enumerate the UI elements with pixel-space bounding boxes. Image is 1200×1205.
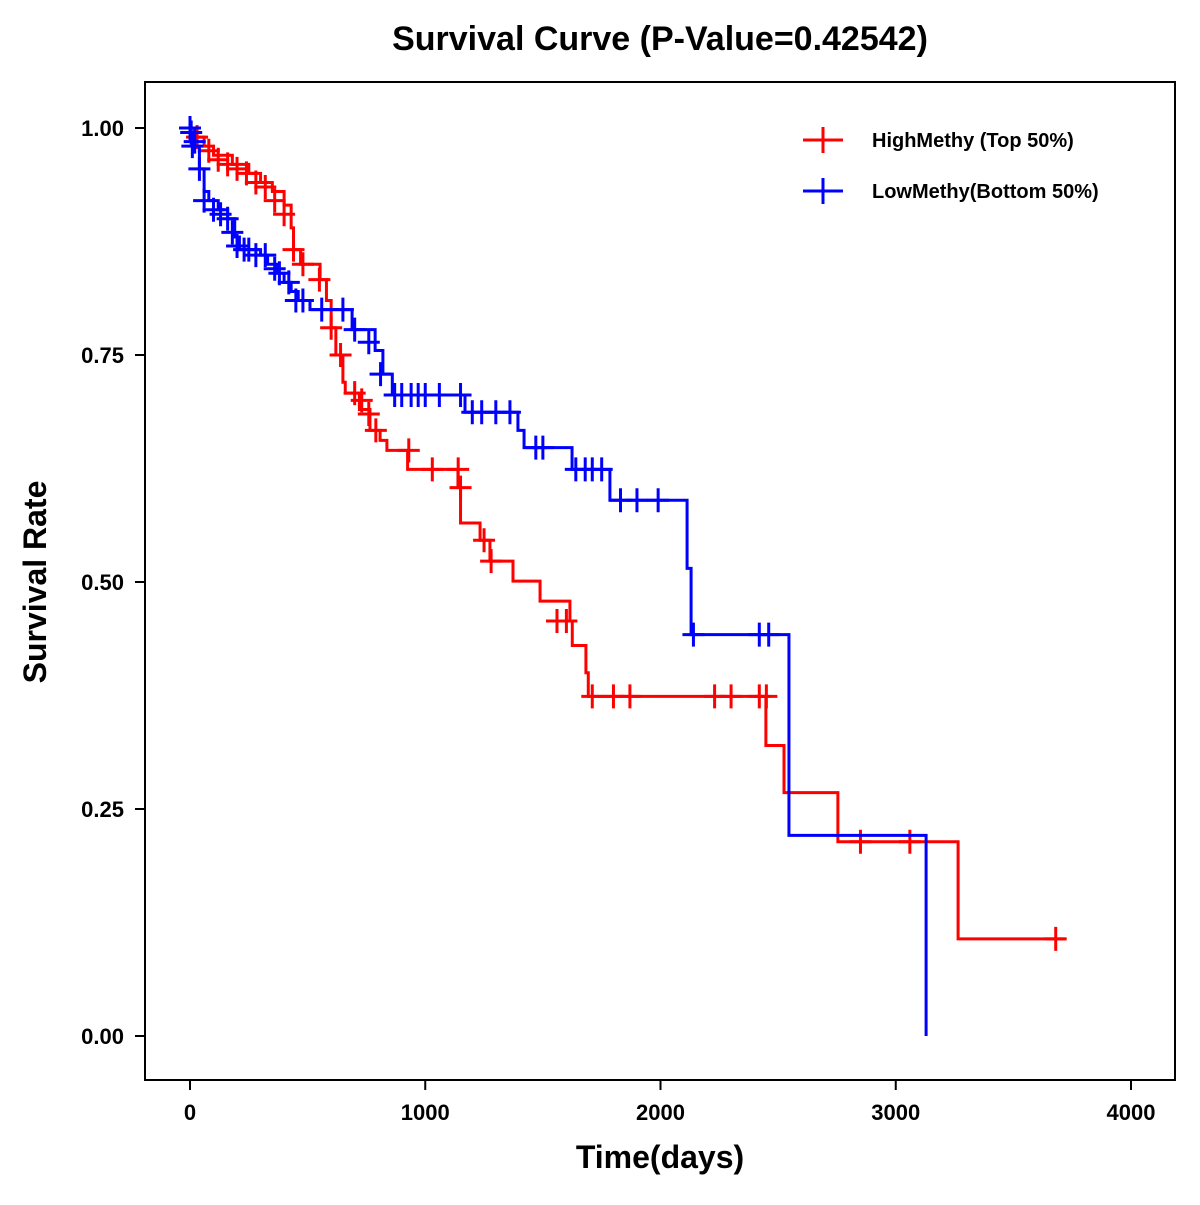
censor-mark [449, 382, 472, 407]
censor-mark [308, 267, 331, 292]
legend-key [803, 178, 843, 204]
censor-mark [898, 829, 921, 854]
legend-item: LowMethy(Bottom 50%) [803, 178, 1099, 204]
censor-mark [221, 220, 244, 245]
y-tick-label: 1.00 [81, 116, 124, 141]
censor-mark [555, 609, 578, 634]
series-0 [186, 125, 1067, 951]
censor-mark [310, 297, 333, 322]
censor-mark [254, 243, 277, 268]
censor-mark [428, 382, 451, 407]
censor-mark [581, 684, 604, 709]
censor-mark [755, 684, 778, 709]
legend-label: LowMethy(Bottom 50%) [872, 181, 1099, 203]
censor-mark [350, 388, 373, 413]
censor-mark [329, 343, 352, 367]
censor-mark [273, 202, 296, 227]
censor-mark [449, 475, 472, 500]
censor-mark [207, 147, 230, 172]
censor-mark [1044, 926, 1067, 951]
censor-mark [291, 288, 314, 313]
censor-mark [682, 622, 705, 647]
censor-mark [531, 435, 554, 460]
censor-mark [254, 175, 277, 200]
censor-mark [618, 684, 641, 709]
censor-mark [357, 402, 380, 427]
x-tick-label: 1000 [401, 1100, 450, 1125]
y-tick-label: 0.00 [81, 1024, 124, 1049]
survival-curve [190, 126, 1066, 941]
legend-label: HighMethy (Top 50%) [872, 130, 1074, 152]
censor-mark [320, 315, 343, 340]
censor-mark [720, 684, 743, 709]
censor-mark [282, 237, 305, 262]
censor-mark [480, 549, 503, 574]
censor-mark [647, 488, 670, 513]
censor-mark [263, 256, 286, 281]
plot-frame [144, 81, 1176, 1081]
series-layer [179, 116, 1067, 1036]
censor-mark [473, 528, 496, 553]
censor-mark [226, 156, 249, 181]
censor-mark [498, 400, 521, 425]
censor-mark [216, 206, 239, 231]
censor-mark [397, 438, 420, 463]
censor-mark [849, 829, 872, 854]
censor-mark [277, 270, 300, 295]
censor-mark [343, 317, 366, 342]
x-tick-label: 4000 [1107, 1100, 1156, 1125]
censor-mark [291, 252, 314, 277]
censor-mark [188, 156, 211, 181]
censor-mark [263, 188, 286, 213]
censor-mark [357, 330, 380, 355]
legend: HighMethy (Top 50%) LowMethy(Bottom 50%) [803, 127, 1099, 204]
axes-layer: 0 1000 2000 3000 4000 0.00 0.25 0.50 0.75 1.00 [81, 116, 1155, 1125]
censor-mark [183, 129, 206, 154]
y-axis-label: Survival Rate [17, 481, 53, 684]
censor-mark [625, 488, 648, 513]
censor-mark [447, 457, 470, 482]
censor-mark [331, 297, 354, 322]
legend-item: HighMethy (Top 50%) [803, 127, 1074, 153]
x-tick-label: 3000 [871, 1100, 920, 1125]
censor-mark [216, 152, 239, 177]
censor-mark [757, 622, 780, 647]
y-tick-label: 0.75 [81, 343, 124, 368]
y-tick-label: 0.25 [81, 797, 124, 822]
censor-mark [421, 457, 444, 482]
censor-mark [590, 457, 613, 482]
x-axis-label: Time(days) [576, 1139, 744, 1175]
censor-mark [181, 134, 204, 159]
censor-mark [244, 170, 267, 195]
x-tick-label: 2000 [636, 1100, 685, 1125]
x-tick-label: 0 [184, 1100, 196, 1125]
y-tick-label: 0.50 [81, 570, 124, 595]
censor-mark [369, 362, 392, 387]
legend-key [803, 127, 843, 153]
series-1 [179, 116, 928, 1036]
censor-mark [364, 418, 387, 443]
chart-title: Survival Curve (P-Value=0.42542) [392, 20, 928, 58]
